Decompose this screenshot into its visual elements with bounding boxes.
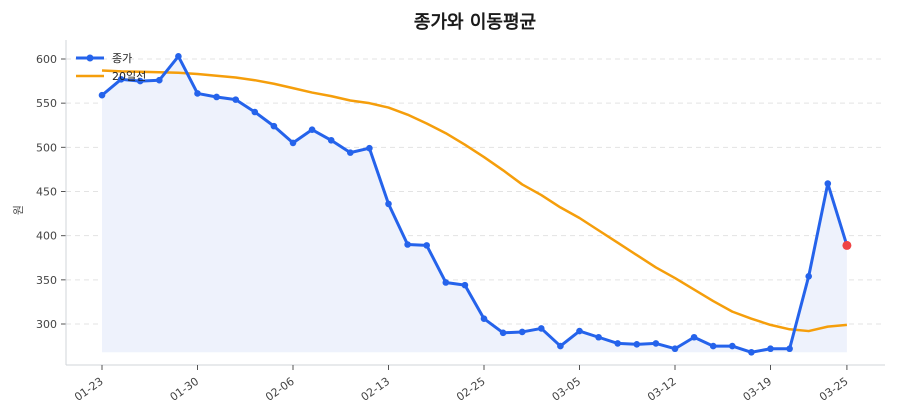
- close-marker: [786, 345, 793, 353]
- y-tick-label: 300: [36, 318, 57, 331]
- legend-label-close: 종가: [112, 52, 132, 65]
- x-tick-label: 02-25: [454, 375, 488, 404]
- y-tick-label: 450: [36, 186, 57, 199]
- x-tick-label: 03-25: [817, 375, 851, 404]
- close-marker: [136, 77, 144, 85]
- close-marker: [709, 342, 717, 350]
- close-area: [102, 56, 847, 353]
- close-marker: [633, 341, 641, 348]
- close-marker: [518, 328, 526, 336]
- x-tick-label: 01-30: [168, 375, 202, 404]
- close-marker: [270, 122, 278, 130]
- close-marker: [289, 139, 297, 147]
- legend-close-marker-icon: [86, 54, 94, 62]
- ma20-line: [101, 69, 848, 333]
- close-marker: [347, 149, 354, 156]
- x-tick-label: 01-23: [72, 375, 106, 404]
- y-tick-label: 500: [36, 141, 57, 154]
- close-marker: [175, 53, 182, 60]
- close-marker: [729, 342, 736, 350]
- x-tick-label: 03-12: [645, 375, 679, 404]
- y-tick-label: 600: [36, 53, 57, 66]
- close-marker: [404, 241, 411, 248]
- close-marker: [538, 325, 545, 332]
- close-marker: [385, 200, 392, 208]
- close-marker: [194, 90, 201, 97]
- close-marker: [767, 345, 774, 353]
- close-series: [98, 53, 852, 356]
- x-tick-label: 03-05: [550, 375, 584, 404]
- close-marker: [327, 136, 335, 144]
- close-marker: [442, 279, 450, 286]
- close-marker: [690, 333, 698, 341]
- x-tick-label: 03-19: [741, 375, 775, 404]
- chart-title: 종가와 이동평균: [413, 12, 537, 33]
- close-marker: [213, 93, 220, 101]
- last-close-marker: [842, 240, 852, 250]
- close-marker: [117, 76, 125, 83]
- close-marker: [595, 333, 602, 341]
- close-marker: [499, 329, 507, 337]
- y-tick-label: 400: [36, 230, 57, 243]
- close-marker: [652, 340, 660, 347]
- close-marker: [805, 273, 812, 280]
- close-marker: [366, 144, 373, 152]
- close-marker: [251, 108, 259, 116]
- y-tick-label: 350: [36, 274, 57, 287]
- y-axis-label: 원: [12, 205, 25, 215]
- close-marker: [614, 340, 621, 347]
- close-marker: [671, 345, 679, 353]
- x-tick-label: 02-13: [359, 375, 393, 404]
- close-marker: [461, 281, 469, 289]
- ma20-series: [101, 69, 848, 333]
- y-tick-label: 550: [36, 97, 57, 110]
- legend: 종가 20일선: [76, 52, 146, 83]
- close-marker: [480, 315, 488, 323]
- close-marker: [423, 242, 431, 249]
- close-marker: [576, 327, 583, 335]
- close-marker: [308, 126, 316, 133]
- close-marker: [232, 96, 239, 103]
- close-line: [101, 54, 849, 354]
- close-marker: [824, 180, 832, 187]
- close-marker: [98, 91, 106, 99]
- x-tick-label: 02-06: [263, 375, 297, 404]
- close-marker: [748, 348, 755, 356]
- legend-label-ma20: 20일선: [112, 69, 146, 83]
- close-marker: [557, 342, 564, 350]
- close-area-fill: [102, 56, 847, 353]
- close-marker: [156, 76, 163, 84]
